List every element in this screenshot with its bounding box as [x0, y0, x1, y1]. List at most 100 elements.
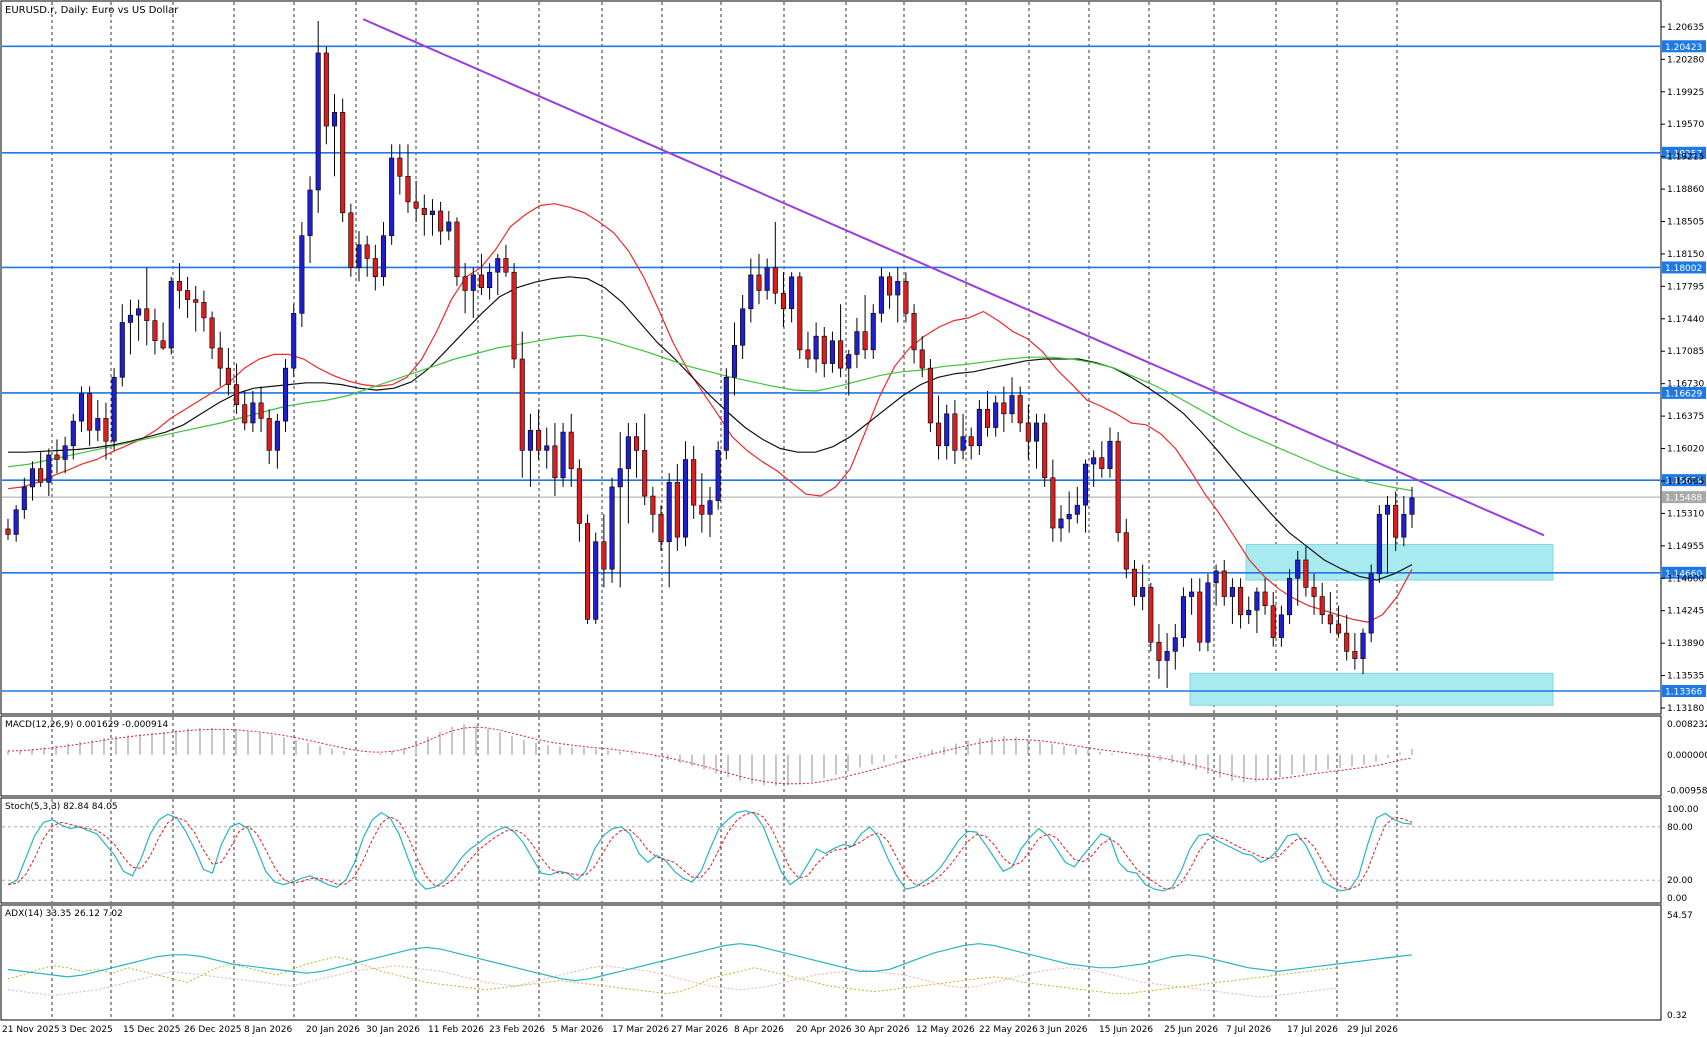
adx-pane[interactable]: 54.57 0.32 ADX(14) 33.35 26.12 7.02	[0, 904, 1693, 1021]
candle[interactable]	[764, 258, 770, 300]
candle[interactable]	[976, 400, 982, 455]
candle[interactable]	[674, 464, 680, 551]
candle[interactable]	[307, 176, 313, 264]
candle[interactable]	[682, 441, 689, 547]
candle[interactable]	[193, 285, 199, 332]
candle[interactable]	[1140, 564, 1146, 611]
candle[interactable]	[144, 267, 150, 346]
candle[interactable]	[1344, 614, 1350, 661]
candle[interactable]	[397, 144, 403, 195]
candle[interactable]	[1050, 459, 1056, 542]
candle[interactable]	[331, 94, 338, 177]
candle[interactable]	[372, 244, 378, 291]
candle[interactable]	[487, 263, 493, 300]
candle[interactable]	[838, 304, 844, 378]
candle[interactable]	[340, 98, 346, 222]
candle[interactable]	[887, 272, 893, 309]
candle[interactable]	[217, 331, 223, 387]
candle[interactable]	[87, 386, 93, 446]
candle[interactable]	[593, 532, 599, 624]
candle[interactable]	[797, 272, 803, 359]
candle[interactable]	[176, 263, 182, 309]
candle[interactable]	[911, 304, 917, 364]
candle[interactable]	[168, 276, 174, 355]
candle[interactable]	[854, 317, 860, 369]
candle[interactable]	[389, 144, 395, 245]
candle[interactable]	[405, 144, 411, 213]
candle[interactable]	[1303, 546, 1309, 597]
candle[interactable]	[1295, 550, 1301, 606]
candle[interactable]	[519, 331, 525, 478]
candle[interactable]	[1001, 386, 1007, 433]
macd-pane[interactable]: 0.008232 0.000000 -0.009586 MACD(12,26,9) …	[0, 715, 1707, 797]
candle[interactable]	[1180, 587, 1186, 647]
candle[interactable]	[870, 304, 876, 359]
candle[interactable]	[1393, 491, 1399, 551]
candle[interactable]	[95, 400, 101, 442]
candle[interactable]	[5, 518, 11, 540]
candle[interactable]	[1221, 559, 1227, 606]
candle[interactable]	[421, 194, 427, 236]
candle[interactable]	[111, 368, 117, 451]
candle[interactable]	[846, 349, 852, 396]
candle[interactable]	[1082, 459, 1089, 533]
candle[interactable]	[282, 359, 289, 433]
candle[interactable]	[258, 386, 264, 433]
candle[interactable]	[470, 267, 476, 318]
candle[interactable]	[315, 20, 321, 213]
candle[interactable]	[1327, 591, 1333, 634]
candle[interactable]	[821, 327, 827, 378]
candle[interactable]	[29, 461, 36, 501]
candle[interactable]	[1172, 623, 1178, 670]
candle[interactable]	[274, 413, 280, 469]
candle[interactable]	[1254, 587, 1260, 634]
candle[interactable]	[119, 304, 125, 387]
candle[interactable]	[658, 505, 664, 551]
candle[interactable]	[903, 272, 909, 323]
candle[interactable]	[266, 409, 272, 465]
candle[interactable]	[944, 404, 950, 460]
candle[interactable]	[78, 386, 85, 433]
candle[interactable]	[438, 201, 444, 245]
candle[interactable]	[536, 409, 542, 460]
candle[interactable]	[952, 400, 958, 465]
candle[interactable]	[927, 359, 933, 433]
candle[interactable]	[1074, 486, 1080, 524]
candle[interactable]	[1384, 496, 1391, 574]
candle[interactable]	[527, 413, 533, 487]
candle[interactable]	[707, 486, 713, 538]
candle[interactable]	[429, 199, 436, 236]
candle[interactable]	[756, 253, 762, 305]
candle[interactable]	[413, 180, 419, 222]
candle[interactable]	[201, 290, 207, 332]
candle[interactable]	[1278, 605, 1284, 647]
candle[interactable]	[1238, 578, 1244, 629]
candle[interactable]	[609, 477, 615, 583]
candle[interactable]	[323, 46, 329, 145]
candle[interactable]	[780, 272, 787, 328]
candle[interactable]	[103, 402, 109, 460]
support-zone[interactable]	[1189, 672, 1554, 706]
candle[interactable]	[54, 439, 60, 474]
candle[interactable]	[1205, 573, 1211, 652]
candle[interactable]	[1066, 491, 1072, 533]
candle[interactable]	[13, 505, 19, 542]
candle[interactable]	[242, 390, 248, 431]
stoch-pane[interactable]: 100.00 80.00 20.00 0.00 Stoch(5,3,3) 82.84 …	[0, 797, 1699, 904]
candle[interactable]	[38, 452, 44, 487]
candle[interactable]	[1164, 633, 1170, 688]
candle[interactable]	[1025, 404, 1031, 460]
support-zone[interactable]	[1245, 543, 1554, 581]
candle[interactable]	[1131, 559, 1138, 606]
candle[interactable]	[585, 514, 591, 624]
candle[interactable]	[152, 308, 158, 355]
candle[interactable]	[1319, 582, 1325, 624]
candle[interactable]	[209, 311, 215, 359]
candle[interactable]	[1091, 450, 1097, 487]
candle[interactable]	[919, 336, 925, 378]
candle[interactable]	[250, 390, 256, 433]
candle[interactable]	[576, 459, 582, 542]
candle[interactable]	[1352, 633, 1358, 670]
candle[interactable]	[650, 486, 656, 533]
candle[interactable]	[462, 263, 468, 314]
